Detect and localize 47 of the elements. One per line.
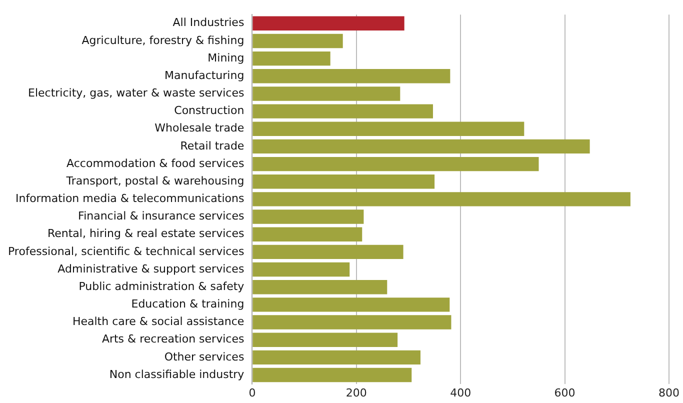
- bar: [252, 262, 350, 277]
- bar: [252, 139, 590, 154]
- x-tick-label: 0: [248, 386, 256, 400]
- y-tick-label: Arts & recreation services: [102, 332, 244, 346]
- y-tick-label: Electricity, gas, water & waste services: [28, 86, 244, 100]
- y-tick-label: Mining: [208, 51, 244, 64]
- bar: [252, 174, 435, 189]
- y-tick-label: Information media & telecommunications: [15, 192, 244, 206]
- bar: [252, 315, 452, 330]
- y-tick-label: Transport, postal & warehousing: [65, 174, 244, 188]
- y-tick-label: Accommodation & food services: [66, 156, 244, 170]
- bar: [252, 69, 450, 84]
- x-tick-label: 800: [658, 386, 680, 400]
- y-tick-label: Public administration & safety: [78, 280, 245, 293]
- x-tick-label: 400: [450, 386, 472, 400]
- y-tick-label: Rental, hiring & real estate services: [47, 227, 244, 240]
- bar: [252, 51, 330, 66]
- bar: [252, 332, 398, 347]
- y-tick-label: Retail trade: [180, 139, 244, 152]
- bar: [252, 210, 364, 224]
- bar: [252, 192, 630, 206]
- y-tick-label: Health care & social assistance: [72, 315, 244, 328]
- bar: [252, 104, 433, 118]
- y-tick-label: Agriculture, forestry & fishing: [82, 34, 244, 47]
- y-tick-label: All Industries: [172, 16, 244, 30]
- bar: [252, 122, 524, 136]
- bar: [252, 350, 420, 365]
- bar: [252, 34, 343, 48]
- y-tick-label: Construction: [174, 104, 244, 118]
- bar: [252, 280, 388, 294]
- bar: [252, 227, 362, 242]
- y-tick-label: Professional, scientific & technical services: [8, 244, 244, 258]
- y-tick-label: Other services: [164, 350, 244, 364]
- y-tick-label: Administrative & support services: [58, 262, 244, 276]
- x-tick-label: 200: [346, 386, 367, 400]
- y-tick-label: Financial & insurance services: [78, 210, 244, 223]
- y-tick-label: Wholesale trade: [154, 122, 244, 135]
- bar: [252, 156, 539, 172]
- y-tick-label: Education & training: [131, 298, 244, 311]
- bar: [252, 16, 404, 30]
- bar: [252, 298, 450, 312]
- x-tick-label: 600: [554, 386, 576, 400]
- y-tick-label: Manufacturing: [164, 68, 244, 82]
- bar: [252, 244, 404, 260]
- bar: [252, 86, 400, 101]
- y-tick-label: Non classifiable industry: [109, 368, 245, 381]
- bar: [252, 368, 412, 382]
